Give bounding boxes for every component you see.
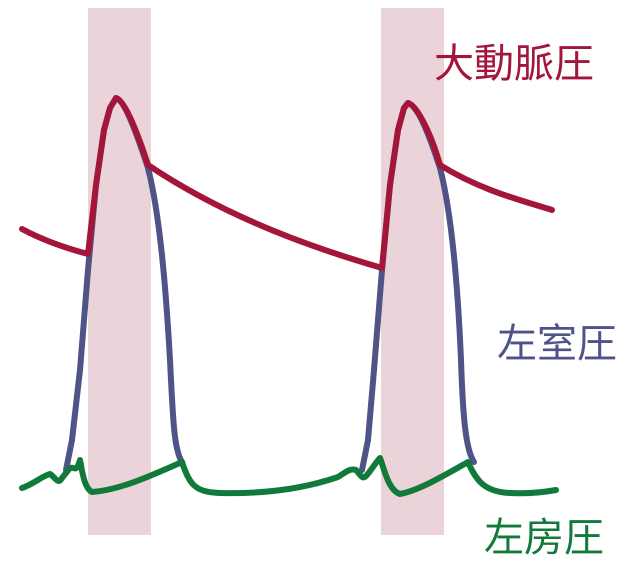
- left-atrial-pressure-curve: [19, 455, 559, 497]
- aortic-pressure-label: 大動脈圧: [434, 41, 594, 87]
- ejection-band-1: [88, 8, 151, 535]
- left-atrial-pressure-label: 左房圧: [484, 515, 604, 561]
- aortic-pressure-curve: [19, 95, 555, 271]
- left-ventricular-pressure-label: 左室圧: [497, 321, 617, 367]
- ejection-band-2: [381, 8, 444, 535]
